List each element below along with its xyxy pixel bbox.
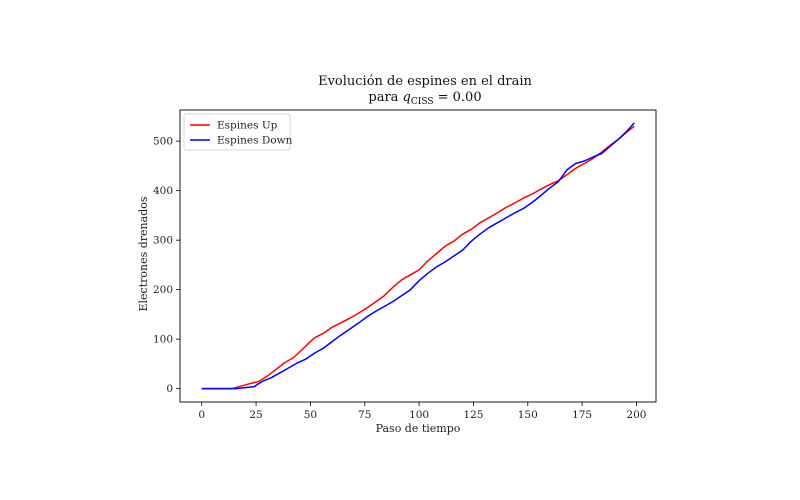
plot-area: [179, 109, 657, 403]
x-tick-label: 100: [409, 409, 429, 421]
legend-label: Espines Down: [217, 135, 293, 147]
y-axis-label: Electrones drenados: [137, 196, 150, 311]
chart-title: Evolución de espines en el drain: [318, 74, 532, 89]
y-tick-label: 300: [153, 235, 173, 247]
chart-subtitle: para qCISS = 0.00: [368, 90, 481, 107]
y-axis-ticks: 0 100 200 300 400 500: [153, 136, 180, 395]
y-tick-label: 500: [153, 136, 173, 148]
x-axis-ticks: 0 25 50 75 100 125 150 175 200: [198, 402, 646, 421]
series-lines: [201, 122, 635, 390]
subtitle-variable: q: [403, 90, 411, 105]
y-tick-label: 200: [153, 284, 173, 296]
x-axis-label: Paso de tiempo: [376, 422, 461, 435]
subtitle-suffix: = 0.00: [434, 90, 482, 105]
y-tick-label: 400: [153, 185, 173, 197]
plot-frame: [179, 109, 657, 403]
x-tick-label: 175: [572, 409, 592, 421]
subtitle-prefix: para: [368, 90, 402, 105]
subtitle-subscript: CISS: [411, 97, 434, 107]
x-tick-label: 25: [249, 409, 262, 421]
legend-label: Espines Up: [217, 120, 278, 132]
series-line-up: [201, 125, 635, 390]
y-tick-label: 100: [153, 334, 173, 346]
series-line-down: [201, 122, 635, 390]
legend-box: [183, 113, 291, 151]
x-tick-label: 125: [463, 409, 483, 421]
x-tick-label: 75: [358, 409, 371, 421]
legend: Espines Up Espines Down: [183, 113, 293, 151]
y-tick-label: 0: [166, 383, 173, 395]
x-tick-label: 50: [304, 409, 317, 421]
x-tick-label: 150: [518, 409, 538, 421]
x-tick-label: 200: [626, 409, 646, 421]
x-tick-label: 0: [198, 409, 205, 421]
